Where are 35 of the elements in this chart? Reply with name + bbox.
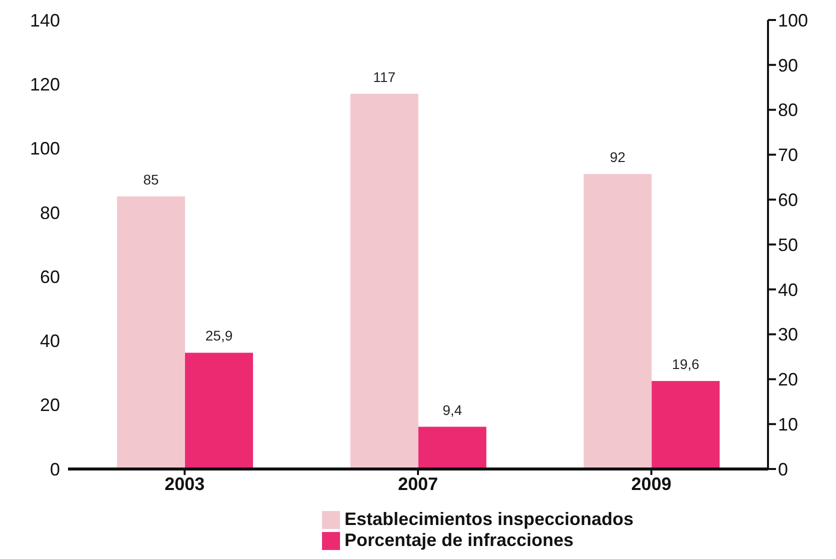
data-label: 85: [143, 171, 159, 188]
data-label: 25,9: [205, 328, 233, 344]
legend-label: Establecimientos inspeccionados: [344, 509, 634, 529]
y-tick-label: 80: [40, 202, 60, 223]
y2-tick-label: 50: [778, 234, 798, 255]
bar: [117, 196, 185, 469]
y-tick-label: 100: [30, 138, 60, 159]
y2-tick-label: 80: [778, 100, 798, 120]
y-tick-label: 60: [40, 266, 60, 287]
bar: [418, 426, 486, 469]
y-tick-label: 140: [30, 10, 60, 30]
bar: [350, 94, 418, 469]
data-label: 9,4: [442, 402, 462, 418]
y2-tick-label: 100: [778, 10, 808, 30]
x-tick-label: 2003: [164, 474, 205, 494]
data-label: 19,6: [672, 356, 700, 372]
bar: [584, 174, 652, 469]
y-tick-label: 40: [40, 331, 60, 352]
y2-tick-label: 60: [778, 190, 798, 210]
y2-tick-label: 70: [778, 145, 798, 166]
y2-tick-label: 20: [778, 370, 798, 390]
x-tick-label: 2009: [631, 474, 672, 494]
y2-tick-label: 10: [778, 414, 798, 434]
y2-tick-label: 40: [778, 280, 798, 300]
data-label: 92: [610, 148, 626, 165]
y2-tick-label: 30: [778, 324, 798, 345]
y-tick-label: 20: [40, 395, 60, 416]
y2-tick-label: 0: [778, 459, 788, 480]
data-label: 117: [373, 68, 396, 85]
legend-label: Porcentaje de infracciones: [344, 530, 574, 550]
y2-tick-label: 90: [778, 55, 798, 76]
x-tick-label: 2007: [398, 474, 438, 494]
bar: [652, 380, 720, 469]
y-tick-label: 120: [30, 74, 60, 95]
y-tick-label: 0: [50, 459, 60, 480]
